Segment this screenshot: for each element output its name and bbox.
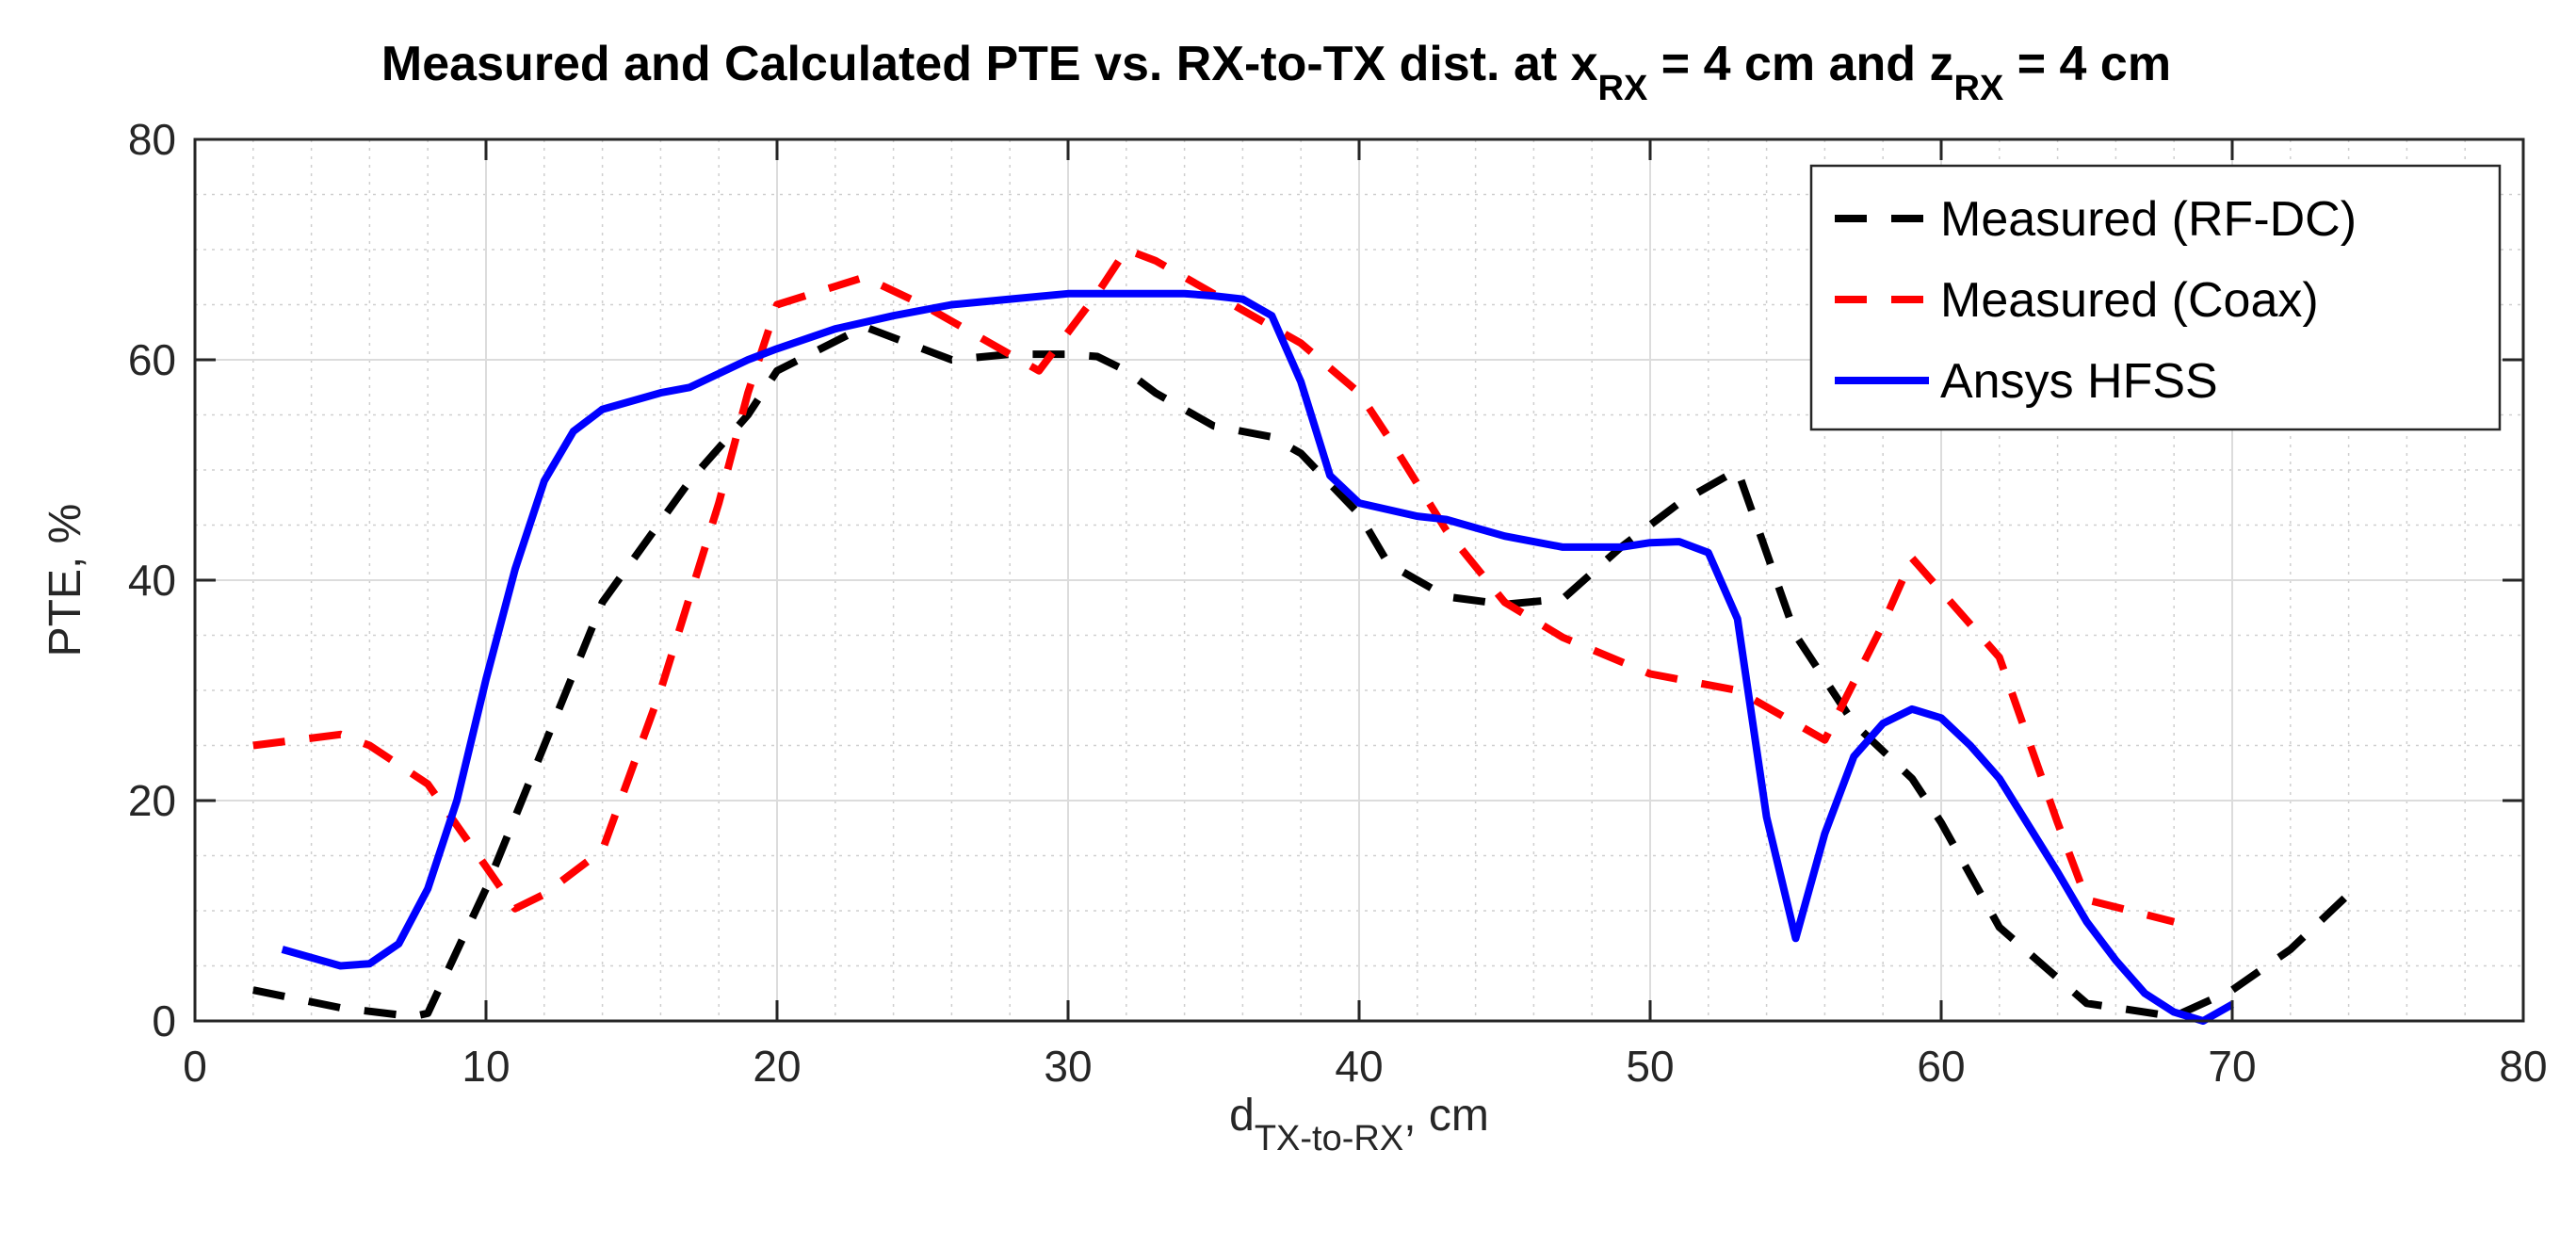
- y-tick-label: 60: [128, 335, 176, 384]
- legend: Measured (RF-DC) Measured (Coax) Ansys HFS…: [1809, 164, 2502, 431]
- series-line-2: [252, 246, 2176, 926]
- chart-title: Measured and Calculated PTE vs. RX-to-TX…: [381, 37, 2171, 108]
- x-tick-label: 40: [1335, 1042, 1383, 1091]
- x-tick-label: 0: [183, 1042, 207, 1091]
- x-tick-label: 70: [2208, 1042, 2256, 1091]
- series-line-3: [281, 289, 2234, 1025]
- ticks-layer: 0 10 20 30 40 50 60 70 80 0 20 40 60 80: [128, 115, 2548, 1091]
- y-axis-label: PTE, %: [41, 504, 90, 657]
- legend-label-2: Measured (Coax): [1940, 273, 2319, 328]
- legend-label-1: Measured (RF-DC): [1940, 192, 2357, 247]
- x-tick-label: 50: [1626, 1042, 1674, 1091]
- series-line-1: [252, 322, 2352, 1021]
- y-tick-label: 0: [152, 996, 176, 1045]
- legend-box: [1809, 164, 2502, 431]
- y-tick-label: 40: [128, 556, 176, 605]
- y-tick-label: 80: [128, 115, 176, 164]
- y-tick-label: 20: [128, 776, 176, 825]
- x-axis-label: dTX-to-RX, cm: [1229, 1091, 1489, 1158]
- series-layer: [252, 246, 2352, 1025]
- x-tick-label: 30: [1044, 1042, 1092, 1091]
- x-tick-label: 10: [462, 1042, 510, 1091]
- legend-label-3: Ansys HFSS: [1940, 354, 2218, 409]
- x-tick-label: 20: [753, 1042, 801, 1091]
- x-tick-label: 60: [1917, 1042, 1965, 1091]
- x-tick-label: 80: [2499, 1042, 2547, 1091]
